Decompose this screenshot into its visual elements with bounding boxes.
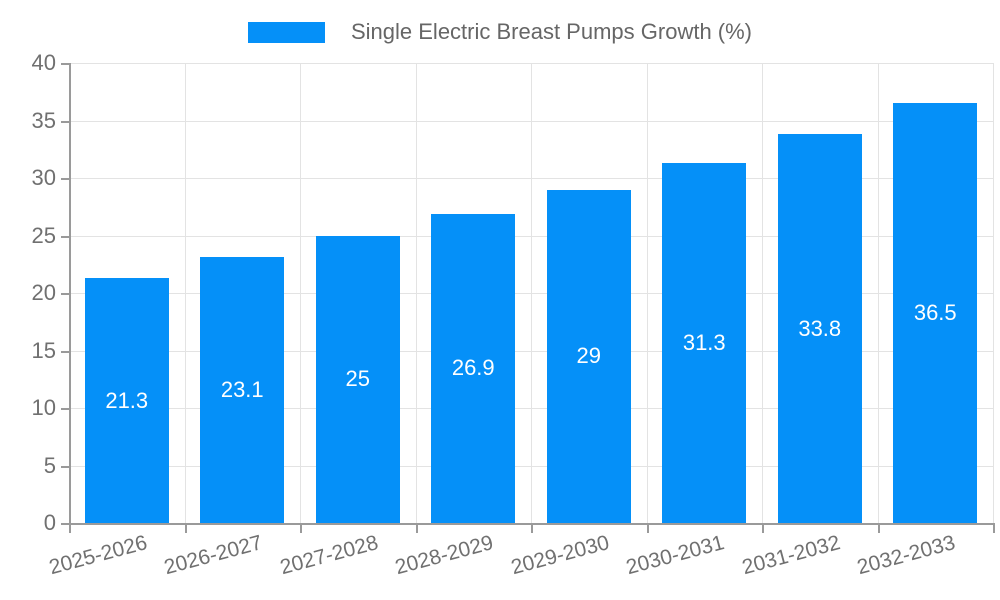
x-axis-tick-label: 2027-2028 (277, 531, 381, 580)
y-axis-tick (61, 293, 69, 295)
gridline-vertical (531, 63, 532, 523)
legend[interactable]: Single Electric Breast Pumps Growth (%) (0, 14, 1000, 50)
y-axis-tick (61, 523, 69, 525)
y-axis-tick-label: 20 (31, 280, 56, 305)
legend-swatch (247, 21, 325, 43)
x-axis-tick (69, 523, 71, 533)
x-axis-tick (415, 523, 418, 533)
x-axis-tick (993, 523, 995, 533)
y-axis-tick-label: 10 (31, 395, 56, 420)
x-axis-tick (762, 523, 764, 533)
y-axis-tick-label: 5 (43, 452, 56, 478)
bar[interactable]: 33.8 (777, 134, 862, 523)
bar[interactable]: 26.9 (431, 213, 516, 523)
x-axis-tick-label: 2026-2027 (161, 531, 265, 580)
bar[interactable]: 21.3 (84, 278, 169, 523)
x-axis-tick (300, 523, 302, 533)
y-axis-tick (61, 63, 69, 65)
x-axis-tick-label: 2025-2026 (46, 531, 150, 580)
gridline-vertical (646, 63, 648, 523)
y-axis-line (69, 63, 71, 523)
x-axis-tick-label: 2030-2031 (623, 531, 727, 580)
y-axis-tick (61, 235, 69, 238)
gridline-vertical (300, 63, 301, 523)
bar[interactable]: 31.3 (662, 163, 747, 523)
bar[interactable]: 29 (546, 189, 631, 523)
plot-area: 21.3 23.1 25 26.9 29 31.3 33.8 36.5 (69, 63, 994, 525)
gridline-vertical (415, 63, 417, 523)
x-axis-tick-label: 2028-2029 (392, 531, 496, 580)
bar[interactable]: 25 (315, 235, 400, 523)
y-axis-tick (61, 120, 69, 123)
y-axis-tick-label: 40 (31, 50, 56, 75)
x-axis-tick (877, 523, 880, 533)
legend-label: Single Electric Breast Pumps Growth (%) (350, 19, 753, 44)
x-axis-tick (184, 523, 187, 533)
x-axis-tick (646, 523, 649, 533)
bar-value-label: 25 (345, 366, 370, 392)
bar-value-label: 29 (576, 343, 601, 369)
x-axis-tick-label: 2031-2032 (739, 531, 843, 580)
x-axis-tick (531, 523, 533, 533)
x-axis-tick-label: 2032-2033 (854, 531, 958, 580)
bar-value-label: 36.5 (913, 300, 957, 326)
y-axis-tick-label: 25 (31, 222, 56, 248)
gridline-vertical (184, 63, 186, 523)
bar-value-label: 26.9 (451, 355, 495, 381)
gridline-vertical (762, 63, 763, 523)
y-axis-tick-label: 15 (31, 337, 56, 363)
bar-value-label: 23.1 (220, 377, 264, 403)
bar-value-label: 31.3 (682, 330, 726, 356)
bar[interactable]: 36.5 (893, 103, 978, 523)
gridline-vertical (877, 63, 879, 523)
y-axis-tick (61, 465, 69, 468)
y-axis-tick-label: 0 (43, 510, 56, 535)
gridline-vertical (993, 63, 994, 523)
y-axis-tick-label: 35 (31, 107, 56, 133)
y-axis-tick (61, 350, 69, 353)
bar[interactable]: 23.1 (200, 257, 285, 523)
bar-value-label: 21.3 (105, 387, 149, 413)
x-axis-tick-label: 2029-2030 (508, 531, 612, 580)
bar-value-label: 33.8 (798, 315, 842, 341)
y-axis-tick-label: 30 (31, 165, 56, 190)
y-axis-tick (61, 178, 69, 180)
y-axis-tick (61, 408, 69, 410)
